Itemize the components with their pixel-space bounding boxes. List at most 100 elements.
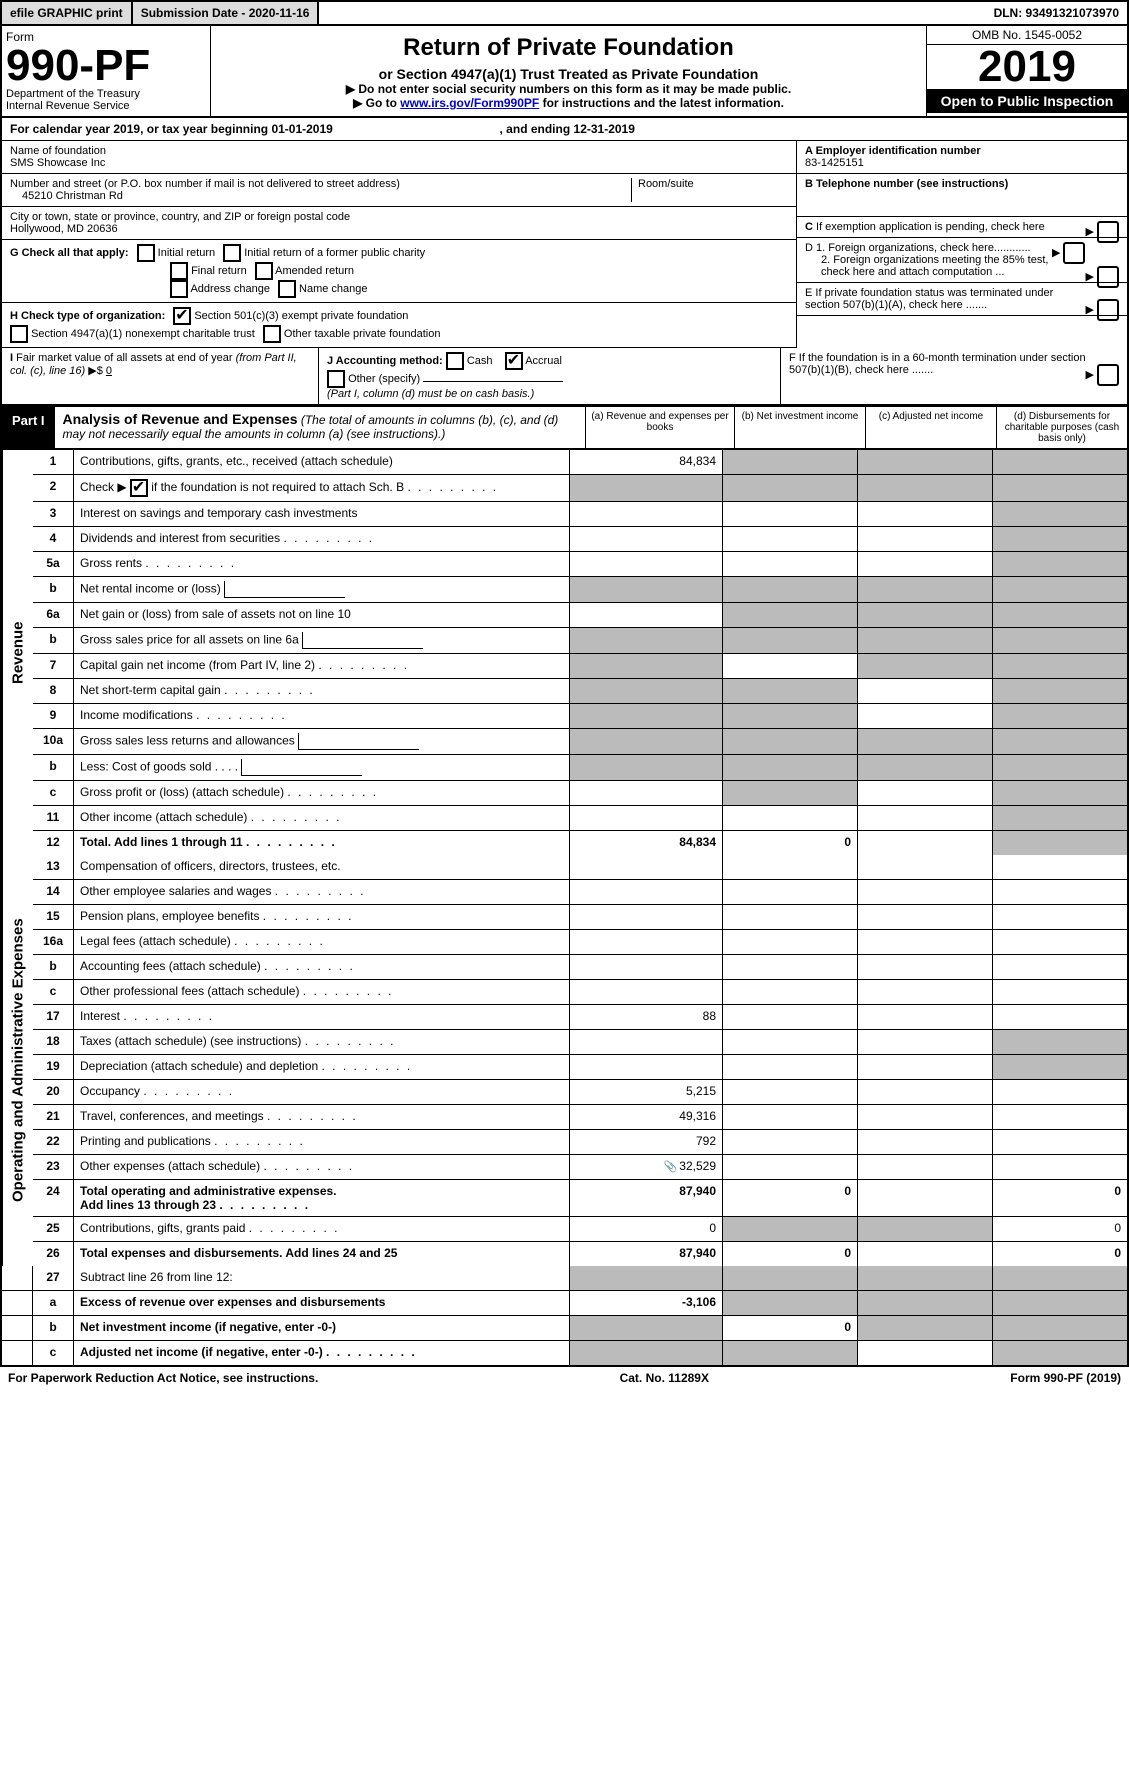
row-27: 27Subtract line 26 from line 12: xyxy=(2,1266,1127,1291)
attachment-icon[interactable] xyxy=(664,1159,680,1173)
checkbox-d1[interactable] xyxy=(1063,242,1085,264)
row-18: 18Taxes (attach schedule) (see instructi… xyxy=(33,1030,1127,1055)
g-label: G Check all that apply: xyxy=(10,247,129,259)
page-footer: For Paperwork Reduction Act Notice, see … xyxy=(0,1367,1129,1389)
row-6a: 6aNet gain or (loss) from sale of assets… xyxy=(33,603,1127,628)
footer-mid: Cat. No. 11289X xyxy=(620,1371,709,1385)
irs-link[interactable]: www.irs.gov/Form990PF xyxy=(400,96,539,110)
form-subtitle: or Section 4947(a)(1) Trust Treated as P… xyxy=(215,66,922,82)
form-number: 990-PF xyxy=(6,44,206,88)
row-20: 20Occupancy 5,215 xyxy=(33,1080,1127,1105)
i-label: I Fair market value of all assets at end… xyxy=(10,352,297,377)
efile-button[interactable]: efile GRAPHIC print xyxy=(2,2,133,24)
col-c-header: (c) Adjusted net income xyxy=(865,407,996,448)
row-8: 8Net short-term capital gain xyxy=(33,679,1127,704)
dln: DLN: 93491321073970 xyxy=(986,2,1127,24)
revenue-side-label: Revenue xyxy=(2,450,33,855)
f-label: F If the foundation is in a 60-month ter… xyxy=(789,352,1086,376)
checkbox-e[interactable] xyxy=(1097,299,1119,321)
d1-label: D 1. Foreign organizations, check here..… xyxy=(805,242,1031,254)
checkbox-other-taxable[interactable] xyxy=(263,325,281,343)
row-10b: bLess: Cost of goods sold . . . . xyxy=(33,755,1127,781)
row-23: 23Other expenses (attach schedule) 32,52… xyxy=(33,1155,1127,1180)
dept-line2: Internal Revenue Service xyxy=(6,100,206,112)
footer-left: For Paperwork Reduction Act Notice, see … xyxy=(8,1371,318,1385)
d2-label: 2. Foreign organizations meeting the 85%… xyxy=(821,254,1048,278)
city-value: Hollywood, MD 20636 xyxy=(10,223,788,235)
checkbox-schb[interactable] xyxy=(130,479,148,497)
row-19: 19Depreciation (attach schedule) and dep… xyxy=(33,1055,1127,1080)
row-6b: bGross sales price for all assets on lin… xyxy=(33,628,1127,654)
checkbox-4947a1[interactable] xyxy=(10,325,28,343)
checkbox-other-method[interactable] xyxy=(327,370,345,388)
row-3: 3Interest on savings and temporary cash … xyxy=(33,502,1127,527)
col-b-header: (b) Net investment income xyxy=(734,407,865,448)
checkbox-501c3[interactable] xyxy=(173,307,191,325)
row-24: 24Total operating and administrative exp… xyxy=(33,1180,1127,1217)
checkbox-cash[interactable] xyxy=(446,352,464,370)
part1-header: Part I Analysis of Revenue and Expenses … xyxy=(0,405,1129,450)
ein-value: 83-1425151 xyxy=(805,157,1119,169)
tax-year: 2019 xyxy=(927,45,1127,89)
col-a-header: (a) Revenue and expenses per books xyxy=(585,407,734,448)
c-label: C If exemption application is pending, c… xyxy=(805,221,1045,233)
row-4: 4Dividends and interest from securities xyxy=(33,527,1127,552)
form-note2: ▶ Go to www.irs.gov/Form990PF for instru… xyxy=(215,96,922,110)
col-d-header: (d) Disbursements for charitable purpose… xyxy=(996,407,1127,448)
row-12: 12Total. Add lines 1 through 11 84,8340 xyxy=(33,831,1127,855)
footer-right: Form 990-PF (2019) xyxy=(1010,1371,1121,1385)
ein-label: A Employer identification number xyxy=(805,145,981,157)
row-17: 17Interest 88 xyxy=(33,1005,1127,1030)
row-7: 7Capital gain net income (from Part IV, … xyxy=(33,654,1127,679)
part1-table: Revenue 1Contributions, gifts, grants, e… xyxy=(0,450,1129,1367)
row-2: 2Check ▶ if the foundation is not requir… xyxy=(33,475,1127,502)
checkbox-f[interactable] xyxy=(1097,364,1119,386)
row-1: 1Contributions, gifts, grants, etc., rec… xyxy=(33,450,1127,475)
checkbox-name-change[interactable] xyxy=(278,280,296,298)
row-26: 26Total expenses and disbursements. Add … xyxy=(33,1242,1127,1266)
row-9: 9Income modifications xyxy=(33,704,1127,729)
j-label: J Accounting method: xyxy=(327,355,443,367)
checkbox-amended-return[interactable] xyxy=(255,262,273,280)
row-16c: cOther professional fees (attach schedul… xyxy=(33,980,1127,1005)
part1-label: Part I xyxy=(2,407,55,448)
checkbox-initial-return[interactable] xyxy=(137,244,155,262)
calendar-year-row: For calendar year 2019, or tax year begi… xyxy=(0,118,1129,141)
foundation-name: SMS Showcase Inc xyxy=(10,157,788,169)
row-14: 14Other employee salaries and wages xyxy=(33,880,1127,905)
row-25: 25Contributions, gifts, grants paid 00 xyxy=(33,1217,1127,1242)
top-bar: efile GRAPHIC print Submission Date - 20… xyxy=(0,0,1129,26)
name-label: Name of foundation xyxy=(10,145,788,157)
i-j-f-row: I Fair market value of all assets at end… xyxy=(0,348,1129,405)
open-to-public: Open to Public Inspection xyxy=(927,89,1127,113)
row-27a: aExcess of revenue over expenses and dis… xyxy=(2,1291,1127,1316)
h-label: H Check type of organization: xyxy=(10,310,165,322)
telephone-label: B Telephone number (see instructions) xyxy=(805,178,1008,190)
row-15: 15Pension plans, employee benefits xyxy=(33,905,1127,930)
submission-date: Submission Date - 2020-11-16 xyxy=(133,2,320,24)
part1-title: Analysis of Revenue and Expenses xyxy=(63,411,298,427)
checkbox-accrual[interactable] xyxy=(505,352,523,370)
row-21: 21Travel, conferences, and meetings 49,3… xyxy=(33,1105,1127,1130)
row-13: 13Compensation of officers, directors, t… xyxy=(33,855,1127,880)
i-value: 0 xyxy=(106,365,112,377)
room-suite-label: Room/suite xyxy=(631,178,788,202)
city-label: City or town, state or province, country… xyxy=(10,211,788,223)
org-info: Name of foundation SMS Showcase Inc Numb… xyxy=(0,141,1129,348)
form-title: Return of Private Foundation xyxy=(215,34,922,62)
row-16a: 16aLegal fees (attach schedule) xyxy=(33,930,1127,955)
row-10c: cGross profit or (loss) (attach schedule… xyxy=(33,781,1127,806)
row-16b: bAccounting fees (attach schedule) xyxy=(33,955,1127,980)
checkbox-address-change[interactable] xyxy=(170,280,188,298)
dept-line1: Department of the Treasury xyxy=(6,88,206,100)
expenses-side-label: Operating and Administrative Expenses xyxy=(2,855,33,1266)
row-5a: 5aGross rents xyxy=(33,552,1127,577)
checkbox-initial-former[interactable] xyxy=(223,244,241,262)
row-22: 22Printing and publications 792 xyxy=(33,1130,1127,1155)
j-note: (Part I, column (d) must be on cash basi… xyxy=(327,388,534,400)
e-label: E If private foundation status was termi… xyxy=(805,287,1053,311)
form-header: Form 990-PF Department of the Treasury I… xyxy=(0,26,1129,118)
checkbox-final-return[interactable] xyxy=(170,262,188,280)
row-27c: cAdjusted net income (if negative, enter… xyxy=(2,1341,1127,1365)
form-note1: ▶ Do not enter social security numbers o… xyxy=(215,82,922,96)
